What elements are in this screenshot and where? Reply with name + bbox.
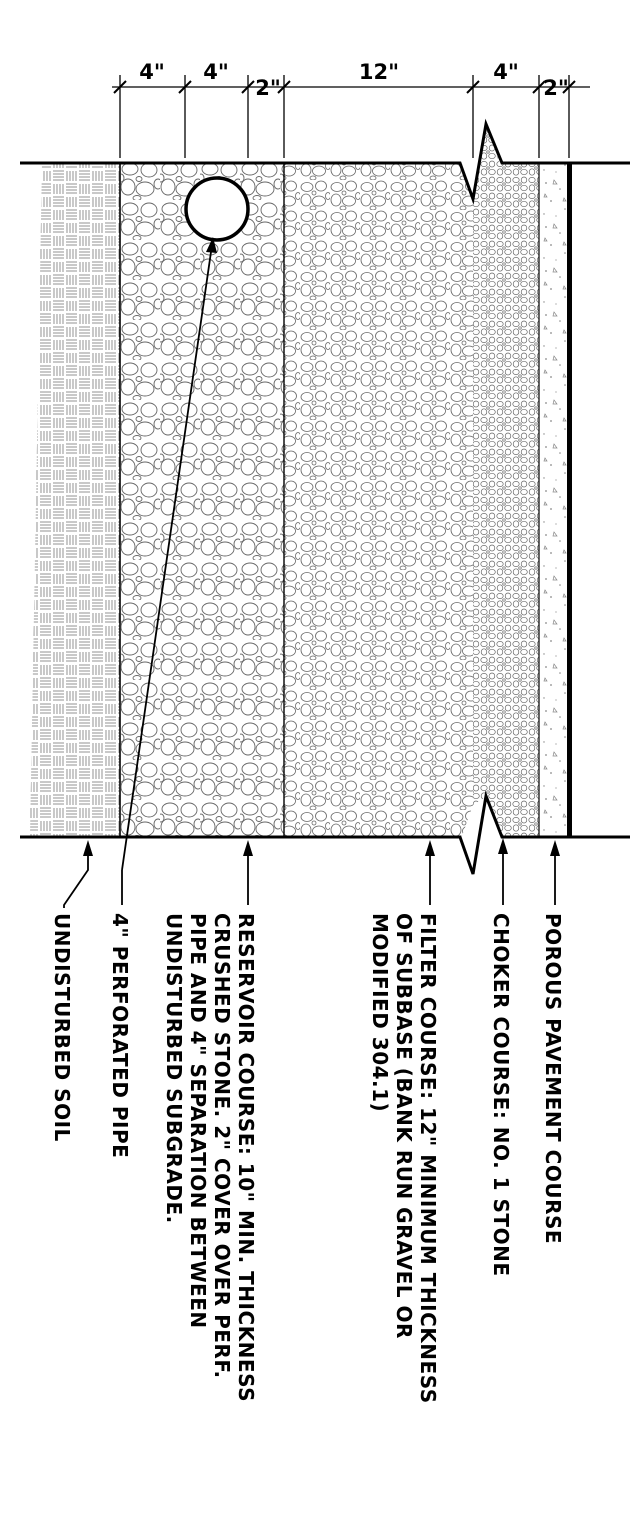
dim-filter: 12": [359, 60, 399, 84]
label-reservoir: RESERVOIR COURSE: 10" MIN. THICKNESS CRU…: [162, 913, 258, 1409]
reservoir-line-4: UNDISTURBED SUBGRADE.: [162, 913, 186, 1224]
choker-line: CHOKER COURSE: NO. 1 STONE: [489, 913, 513, 1276]
leader-lines: [63, 244, 556, 908]
reservoir-line-2: CRUSHED STONE. 2" COVER OVER PERF.: [210, 913, 234, 1379]
pipe-line: 4" PERFORATED PIPE: [108, 913, 132, 1158]
label-choker: CHOKER COURSE: NO. 1 STONE: [489, 913, 513, 1276]
choker-course-layer: [473, 126, 539, 836]
filter-line-2: OF SUBBASE (BANK RUN GRAVEL OR: [392, 913, 416, 1339]
soil-layer: [30, 164, 120, 836]
filter-course-layer: [284, 164, 473, 836]
label-soil: UNDISTURBED SOIL: [50, 913, 74, 1142]
dim-soil-to-reservoir: 4": [139, 60, 165, 84]
filter-line-1: FILTER COURSE: 12" MINIMUM THICKNESS: [416, 913, 440, 1404]
bottom-section-line: [20, 790, 630, 875]
svg-text:UNDISTURBED SOIL: UNDISTURBED SOIL: [50, 913, 74, 1142]
reservoir-course-layer: [121, 164, 284, 836]
dim-pipe-cover: 2": [255, 76, 281, 100]
soil-line: UNDISTURBED SOIL: [50, 913, 74, 1142]
pavement-surface-line: [567, 164, 572, 836]
reservoir-line-3: PIPE AND 4" SEPARATION BETWEEN: [186, 913, 210, 1329]
label-porous-pavement: POROUS PAVEMENT COURSE: [541, 913, 565, 1244]
porous-pavement-layer: [540, 164, 569, 836]
reservoir-line-1: RESERVOIR COURSE: 10" MIN. THICKNESS: [234, 913, 258, 1402]
porous-pavement-line: POROUS PAVEMENT COURSE: [541, 913, 565, 1244]
dim-choker: 4": [493, 60, 519, 84]
leader-arrowheads: [83, 237, 560, 856]
label-pipe: 4" PERFORATED PIPE: [108, 913, 132, 1158]
svg-text:4" PERFORATED PIPE: 4" PERFORATED PIPE: [108, 913, 132, 1158]
dim-pipe-zone: 4": [203, 60, 229, 84]
filter-line-3: MODIFIED 304.1): [368, 913, 392, 1112]
svg-text:FILTER COURSE: 12" MINIMUM TH: FILTER COURSE: 12" MINIMUM THICKNESS OF …: [368, 913, 440, 1411]
top-section-line: [20, 118, 630, 205]
svg-text:RESERVOIR COURSE: 10" MIN. TH: RESERVOIR COURSE: 10" MIN. THICKNESS CRU…: [162, 913, 258, 1409]
dimension-line: [112, 75, 590, 158]
svg-text:POROUS PAVEMENT COURSE: POROUS PAVEMENT COURSE: [541, 913, 565, 1244]
dim-pavement: 2": [543, 76, 569, 100]
label-filter: FILTER COURSE: 12" MINIMUM THICKNESS OF …: [368, 913, 440, 1411]
svg-text:CHOKER COURSE: NO. 1 STONE: CHOKER COURSE: NO. 1 STONE: [489, 913, 513, 1276]
perforated-pipe: [184, 176, 250, 242]
